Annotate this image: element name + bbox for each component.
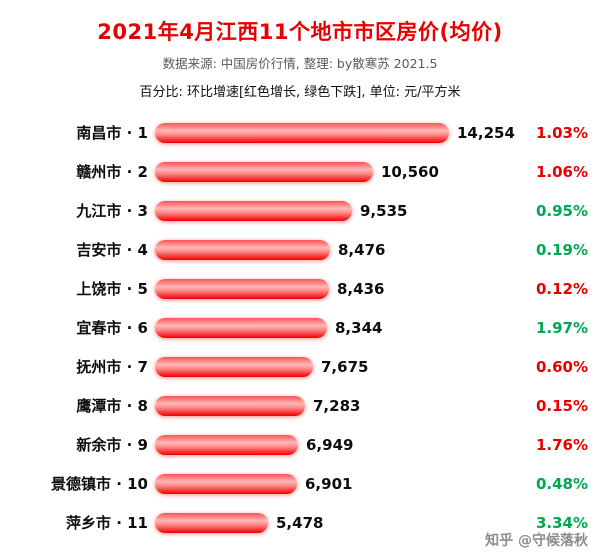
change-pct: 1.03% xyxy=(535,123,588,142)
bar-area: 7,675 xyxy=(155,356,524,377)
bar xyxy=(155,161,373,182)
bar-area: 8,436 xyxy=(155,278,524,299)
row-label: 抚州市 · 7 xyxy=(76,358,148,376)
bar-value: 6,949 xyxy=(306,435,354,454)
bar-value: 7,675 xyxy=(321,357,369,376)
bar-area: 14,254 xyxy=(155,122,524,143)
bar xyxy=(155,473,297,494)
bar-area: 8,476 xyxy=(155,239,524,260)
bar-row: 新余市 · 9 6,949 1.76% xyxy=(10,425,590,464)
bar xyxy=(155,395,305,416)
row-label: 宜春市 · 6 xyxy=(76,319,148,337)
bar xyxy=(155,278,329,299)
bar-value: 8,436 xyxy=(337,279,385,298)
bar-chart: 南昌市 · 1 14,254 1.03% 赣州市 · 2 10,560 1.06… xyxy=(10,113,590,542)
row-label: 吉安市 · 4 xyxy=(76,241,148,259)
bar-value: 9,535 xyxy=(360,201,408,220)
bar-row: 九江市 · 3 9,535 0.95% xyxy=(10,191,590,230)
change-pct: 1.97% xyxy=(535,318,588,337)
bar-value: 8,476 xyxy=(338,240,386,259)
row-label: 萍乡市 · 11 xyxy=(65,514,148,532)
bar xyxy=(155,200,352,221)
bar-value: 8,344 xyxy=(335,318,383,337)
row-label: 赣州市 · 2 xyxy=(76,163,148,181)
bar-value: 5,478 xyxy=(276,513,324,532)
change-pct: 0.19% xyxy=(535,240,588,259)
row-label: 鹰潭市 · 8 xyxy=(76,397,148,415)
data-source-line: 数据来源: 中国房价行情, 整理: by散寒苏 2021.5 xyxy=(162,56,438,71)
bar-row: 上饶市 · 5 8,436 0.12% xyxy=(10,269,590,308)
bar-row: 吉安市 · 4 8,476 0.19% xyxy=(10,230,590,269)
bar-row: 抚州市 · 7 7,675 0.60% xyxy=(10,347,590,386)
row-label: 九江市 · 3 xyxy=(76,202,148,220)
row-label: 景德镇市 · 10 xyxy=(50,475,148,493)
bar-value: 6,901 xyxy=(305,474,353,493)
change-pct: 0.15% xyxy=(535,396,588,415)
bar xyxy=(155,239,330,260)
bar-row: 鹰潭市 · 8 7,283 0.15% xyxy=(10,386,590,425)
page: 2021年4月江西11个地市市区房价(均价) 数据来源: 中国房价行情, 整理:… xyxy=(10,20,590,542)
change-pct: 1.76% xyxy=(535,435,588,454)
bar-value: 10,560 xyxy=(381,162,439,181)
bar-value: 14,254 xyxy=(457,123,515,142)
watermark: 知乎 @守候落秋 xyxy=(485,533,588,549)
bar xyxy=(155,356,313,377)
change-pct: 0.12% xyxy=(535,279,588,298)
bar-row: 赣州市 · 2 10,560 1.06% xyxy=(10,152,590,191)
bar xyxy=(155,512,268,533)
bar-area: 7,283 xyxy=(155,395,524,416)
bar-area: 9,535 xyxy=(155,200,524,221)
bar-area: 5,478 xyxy=(155,512,524,533)
bar-area: 10,560 xyxy=(155,161,524,182)
row-label: 上饶市 · 5 xyxy=(76,280,148,298)
bar-area: 6,949 xyxy=(155,434,524,455)
bar-row: 南昌市 · 1 14,254 1.03% xyxy=(10,113,590,152)
change-pct: 0.60% xyxy=(535,357,588,376)
change-pct: 3.34% xyxy=(535,513,588,532)
row-label: 新余市 · 9 xyxy=(76,436,148,454)
legend-note: 百分比: 环比增速[红色增长, 绿色下跌], 单位: 元/平方米 xyxy=(139,85,461,100)
bar-row: 景德镇市 · 10 6,901 0.48% xyxy=(10,464,590,503)
page-title: 2021年4月江西11个地市市区房价(均价) xyxy=(97,20,503,44)
bar xyxy=(155,434,298,455)
change-pct: 1.06% xyxy=(535,162,588,181)
bar-row: 宜春市 · 6 8,344 1.97% xyxy=(10,308,590,347)
bar-area: 6,901 xyxy=(155,473,524,494)
bar-row: 萍乡市 · 11 5,478 3.34% xyxy=(10,503,590,542)
change-pct: 0.48% xyxy=(535,474,588,493)
bar-area: 8,344 xyxy=(155,317,524,338)
bar xyxy=(155,317,327,338)
change-pct: 0.95% xyxy=(535,201,588,220)
bar xyxy=(155,122,449,143)
row-label: 南昌市 · 1 xyxy=(76,124,148,142)
bar-value: 7,283 xyxy=(313,396,361,415)
